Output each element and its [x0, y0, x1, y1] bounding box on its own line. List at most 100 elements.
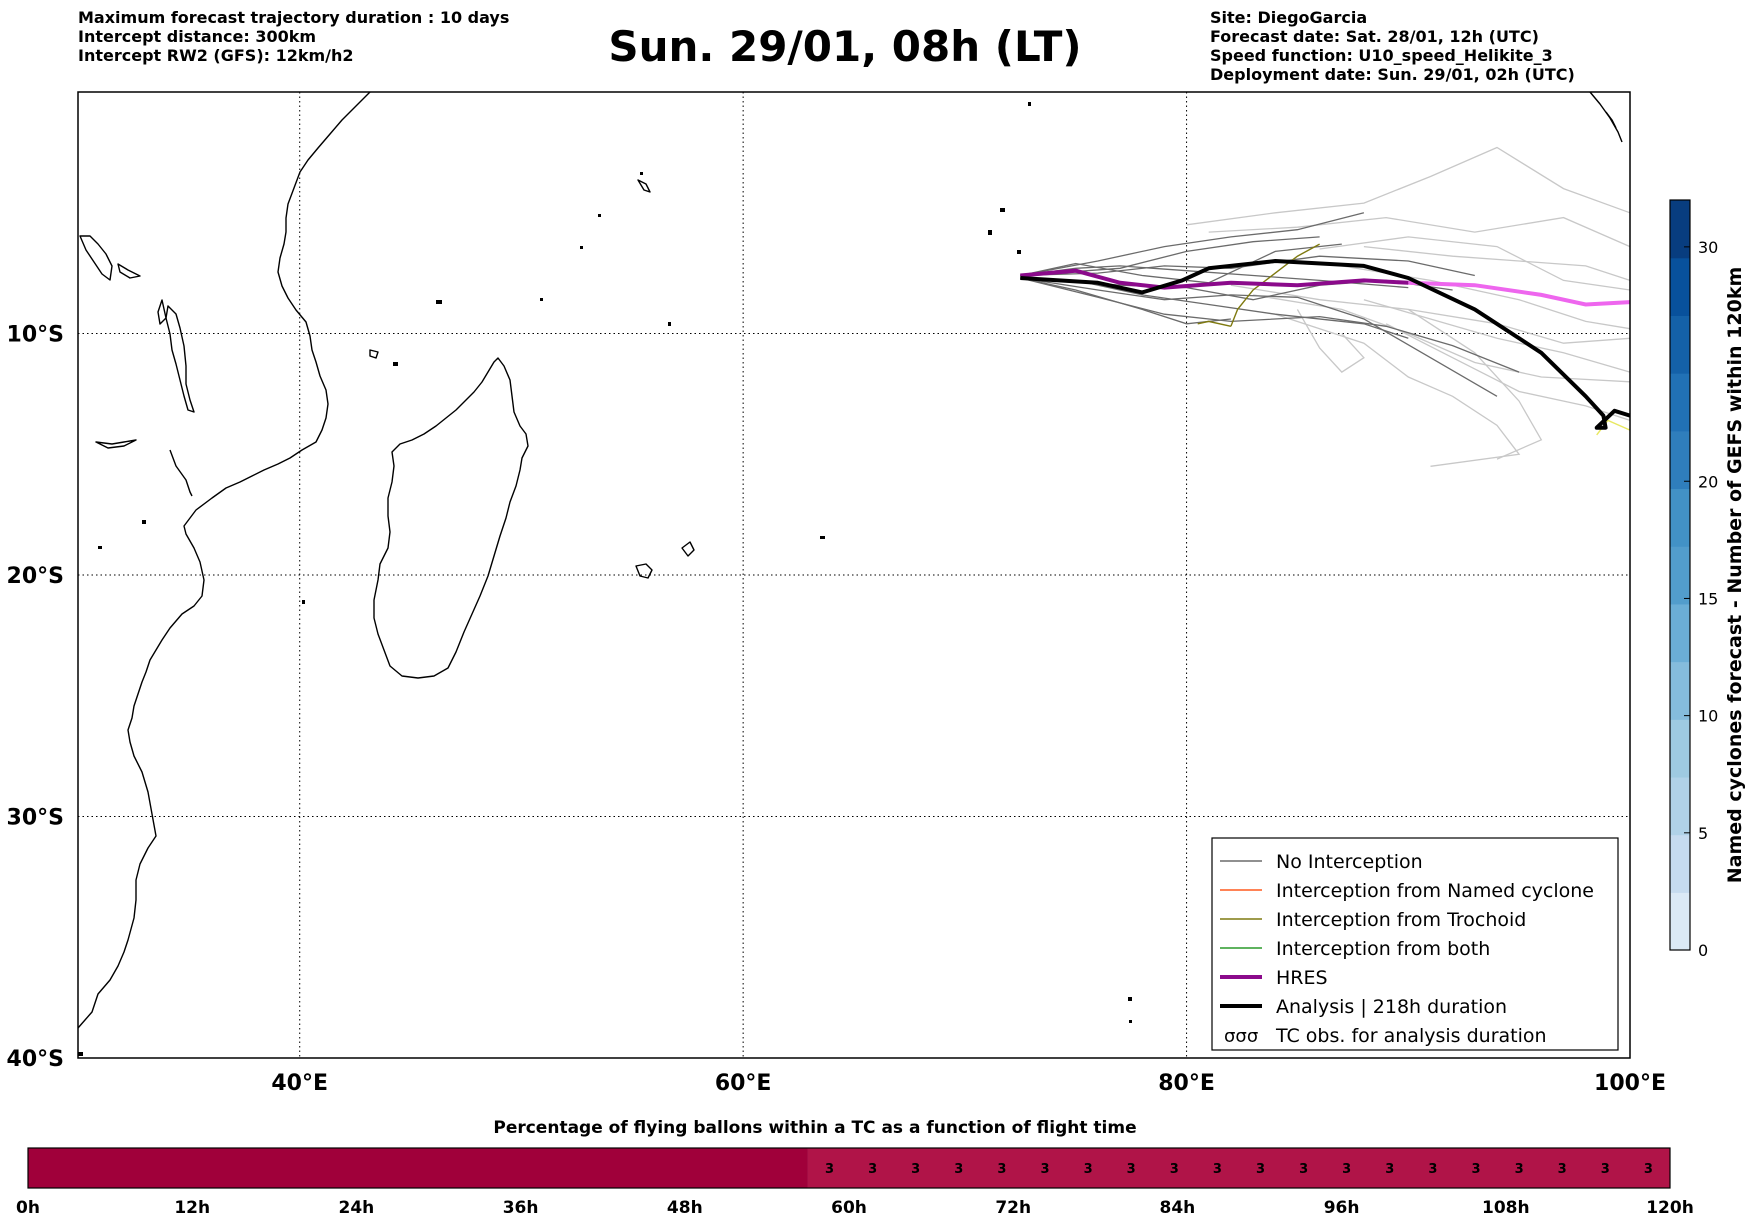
lake-west-coastline — [157, 299, 167, 325]
madagascar-coastline — [373, 357, 529, 679]
tc-obs-icon: σσσ — [1224, 1026, 1258, 1047]
flight-bar-tick-label: 12h — [174, 1198, 210, 1218]
island-dot — [302, 600, 305, 604]
flight-bar-tick-label: 84h — [1160, 1198, 1196, 1218]
flight-bar-cell-value: 3 — [1040, 1162, 1049, 1177]
hres-track-tail — [1408, 280, 1631, 307]
flight-bar-frame — [27, 1147, 1671, 1189]
arabia-coastline — [79, 235, 113, 281]
flight-bar-cell-value: 3 — [1299, 1162, 1308, 1177]
map-frame — [77, 91, 1631, 1059]
colorbar-tick-label: 10 — [1698, 707, 1718, 726]
flight-bar-title: Percentage of flying ballons within a TC… — [493, 1118, 1136, 1138]
island-dot — [540, 298, 543, 301]
longitude-tick-label: 80°E — [1158, 1071, 1215, 1096]
ensemble-track-light — [1208, 216, 1631, 248]
colorbar-segment — [1670, 488, 1690, 547]
latitude-tick-label: 20°S — [7, 564, 64, 589]
island-dot — [142, 520, 146, 524]
colorbar-frame — [1669, 199, 1691, 951]
africa-coastline — [77, 91, 371, 1029]
legend-label: Interception from Named cyclone — [1276, 880, 1594, 902]
island-dot — [580, 246, 583, 249]
colorbar-segment — [1670, 719, 1690, 778]
latitude-tick-label: 10°S — [7, 323, 64, 348]
colorbar-segment — [1670, 315, 1690, 374]
flight-bar-tick-label: 48h — [667, 1198, 703, 1218]
island-dot — [640, 172, 643, 175]
flight-bar-tick-label: 36h — [503, 1198, 539, 1218]
colorbar-label: Named cyclones forecast - Number of GEFS… — [1724, 267, 1746, 884]
island-dot — [1128, 997, 1132, 1001]
latitude-tick-label: 40°S — [7, 1047, 64, 1072]
flight-bar-cell-value: 3 — [1644, 1162, 1653, 1177]
legend-entry: Interception from Trochoid — [1220, 909, 1526, 931]
flight-bar-tick-label: 24h — [339, 1198, 375, 1218]
colorbar: 0 5 10 15 20 30 Named cyclones forecast - Numb… — [1669, 199, 1746, 960]
legend-entry: Interception from both — [1220, 938, 1490, 960]
longitude-tick-label: 40°E — [271, 1071, 328, 1096]
hres-track — [1020, 268, 1409, 290]
map-axis-labels: 40°E 60°E 80°E 100°E 10°S 20°S 30°S 40°S — [7, 323, 1666, 1097]
island-dot — [98, 546, 102, 549]
flight-bar-cell-value: 3 — [1601, 1162, 1610, 1177]
comoros-coastline — [369, 349, 379, 359]
latitude-tick-label: 30°S — [7, 806, 64, 831]
colorbar-segment — [1670, 892, 1690, 951]
site-text: Site: DiegoGarcia — [1210, 8, 1368, 27]
ensemble-track-no-interception — [1020, 243, 1342, 284]
page-title: Sun. 29/01, 08h (LT) — [608, 22, 1082, 71]
island-dot — [1129, 1020, 1132, 1023]
island-dot — [598, 214, 601, 217]
legend-label: Interception from Trochoid — [1276, 909, 1526, 931]
colorbar-tick-label: 30 — [1698, 238, 1718, 257]
legend-label: TC obs. for analysis duration — [1275, 1025, 1547, 1047]
colorbar-tick-label: 0 — [1698, 941, 1708, 960]
intercept-rw2-text: Intercept RW2 (GFS): 12km/h2 — [78, 46, 354, 65]
colorbar-segment — [1670, 546, 1690, 605]
island-dot — [393, 362, 398, 366]
lake-coastline — [165, 305, 195, 413]
flight-bar-cell-value: 3 — [1127, 1162, 1136, 1177]
coastlines — [77, 91, 1623, 1029]
flight-bar-cell-value: 3 — [1342, 1162, 1351, 1177]
island-dot — [1028, 102, 1031, 106]
flight-bar-tick-label: 0h — [16, 1198, 40, 1218]
island-dot — [820, 536, 825, 539]
longitude-tick-label: 100°E — [1594, 1071, 1666, 1096]
reunion-coastline — [681, 541, 695, 557]
flight-bar-tick-label: 108h — [1482, 1198, 1530, 1218]
ensemble-track-light — [1230, 284, 1631, 344]
island-dot — [988, 230, 992, 235]
legend-entry: Interception from Named cyclone — [1220, 880, 1594, 902]
tc-observation-track — [1596, 419, 1631, 436]
island-dot — [1000, 208, 1005, 212]
ensemble-track-light — [1275, 313, 1521, 467]
legend-label: HRES — [1276, 967, 1328, 989]
flight-bar-segment — [28, 1148, 808, 1188]
colorbar-segment — [1670, 661, 1690, 720]
island-dot — [668, 322, 671, 326]
island-dot — [1017, 250, 1021, 254]
ensemble-track-light — [1319, 236, 1631, 291]
lake-tanganyika-coastline — [169, 449, 193, 497]
colorbar-tick-label: 15 — [1698, 589, 1718, 608]
ensemble-track-no-interception — [1020, 236, 1320, 277]
seychelles-coastline — [637, 179, 651, 193]
flight-bar-cell-value: 3 — [1558, 1162, 1567, 1177]
ensemble-track-light — [1363, 245, 1631, 282]
colorbar-segment — [1670, 776, 1690, 836]
flight-bar-cell-value: 3 — [1084, 1162, 1093, 1177]
colorbar-segment — [1670, 603, 1690, 663]
flight-bar-cell-value: 3 — [1213, 1162, 1222, 1177]
legend-entry: Analysis | 218h duration — [1220, 996, 1507, 1018]
max-duration-text: Maximum forecast trajectory duration : 1… — [78, 8, 510, 27]
small-islands — [78, 102, 1132, 1056]
lake-victoria-coastline — [117, 263, 141, 279]
deployment-date-text: Deployment date: Sun. 29/01, 02h (UTC) — [1210, 65, 1575, 84]
colorbar-segment — [1670, 430, 1690, 490]
speed-function-text: Speed function: U10_speed_Helikite_3 — [1210, 46, 1553, 65]
trochoid-track — [1197, 320, 1232, 327]
ensemble-track-light — [1407, 308, 1543, 460]
